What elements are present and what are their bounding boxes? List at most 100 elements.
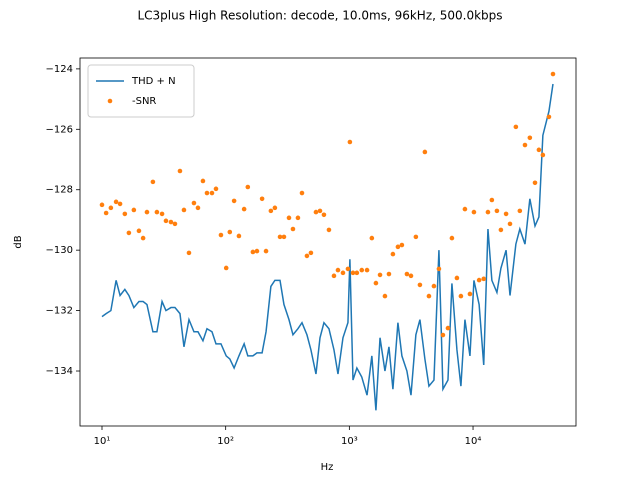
y-tick-label: −132 — [46, 306, 73, 317]
series-point — [550, 71, 556, 77]
series-point — [436, 266, 442, 272]
series-point — [440, 332, 446, 338]
series-point — [321, 212, 327, 218]
series-point — [213, 186, 219, 192]
series-point — [507, 221, 513, 227]
series-point — [144, 209, 150, 215]
series-point — [364, 267, 370, 273]
x-tick-label: 10³ — [341, 436, 358, 447]
series-point — [426, 293, 432, 299]
series-point — [204, 190, 210, 196]
series-point — [159, 211, 165, 217]
series-point — [413, 234, 419, 240]
series-point — [417, 282, 423, 288]
series-point — [350, 270, 356, 276]
series-point — [369, 235, 375, 241]
series-point — [154, 209, 160, 215]
series-point — [122, 211, 128, 217]
series-point — [227, 229, 233, 235]
series-point — [395, 244, 401, 250]
series-point — [272, 205, 278, 211]
series-point — [471, 209, 477, 215]
series-point — [503, 211, 509, 217]
series-point — [223, 265, 229, 271]
series-point — [467, 291, 473, 297]
series-point — [359, 267, 365, 273]
series-point — [317, 208, 323, 214]
series-point — [408, 273, 414, 279]
y-tick-label: −128 — [46, 185, 73, 196]
series-point — [103, 210, 109, 216]
series-point — [191, 200, 197, 206]
y-tick-label: −134 — [46, 366, 73, 377]
series-point — [308, 250, 314, 256]
y-tick-label: −124 — [46, 64, 73, 75]
series-point — [536, 147, 542, 153]
series-point — [445, 325, 451, 331]
series-point — [286, 215, 292, 221]
series-point — [195, 205, 201, 211]
series-point — [489, 197, 495, 203]
series-point — [250, 249, 256, 255]
series-point — [481, 276, 487, 282]
series-point — [231, 198, 237, 204]
series-point — [254, 248, 260, 254]
series-point — [373, 280, 379, 286]
series-point — [172, 221, 178, 227]
series-point — [354, 270, 360, 276]
series-point — [326, 227, 332, 233]
series-point — [113, 199, 119, 205]
series-point — [136, 228, 142, 234]
series-point — [386, 271, 392, 277]
series-point — [422, 149, 428, 155]
series-point — [390, 251, 396, 257]
x-axis-label: Hz — [321, 462, 334, 473]
series-point — [340, 270, 346, 276]
series-point — [295, 215, 301, 221]
legend-box — [87, 64, 195, 118]
series-point — [431, 283, 437, 289]
series-point — [476, 277, 482, 283]
series-point — [99, 202, 105, 208]
series-point — [532, 180, 538, 186]
series-point — [485, 209, 491, 215]
series-point — [263, 248, 269, 254]
series-point — [404, 271, 410, 277]
series-point — [290, 226, 296, 232]
series-point — [540, 152, 546, 158]
series-point — [347, 139, 353, 145]
series-point — [268, 208, 274, 214]
series-point — [494, 208, 500, 214]
series-point — [277, 234, 283, 240]
series-point — [377, 272, 383, 278]
series-point — [331, 273, 337, 279]
series-point — [150, 179, 156, 185]
series-point — [281, 234, 287, 240]
series-line — [101, 83, 554, 411]
series-point — [454, 275, 460, 281]
series-point — [449, 235, 455, 241]
x-tick-label: 10¹ — [94, 436, 111, 447]
series-point — [241, 206, 247, 212]
x-tick-label: 10⁴ — [465, 436, 482, 447]
series-point — [236, 233, 242, 239]
series-point — [140, 235, 146, 241]
series-point — [245, 184, 251, 190]
series-point — [513, 124, 519, 130]
x-tick-label: 10² — [217, 436, 234, 447]
series-point — [218, 232, 224, 238]
series-point — [304, 253, 310, 259]
series-point — [522, 142, 528, 148]
series-point — [517, 208, 523, 214]
series-point — [186, 250, 192, 256]
series-point — [131, 207, 137, 213]
series-point — [399, 242, 405, 248]
series-point — [546, 114, 552, 120]
y-tick-label: −130 — [46, 245, 73, 256]
series-point — [458, 293, 464, 299]
series-point — [259, 196, 265, 202]
legend-label: THD + N — [131, 76, 176, 87]
series-point — [527, 135, 533, 141]
